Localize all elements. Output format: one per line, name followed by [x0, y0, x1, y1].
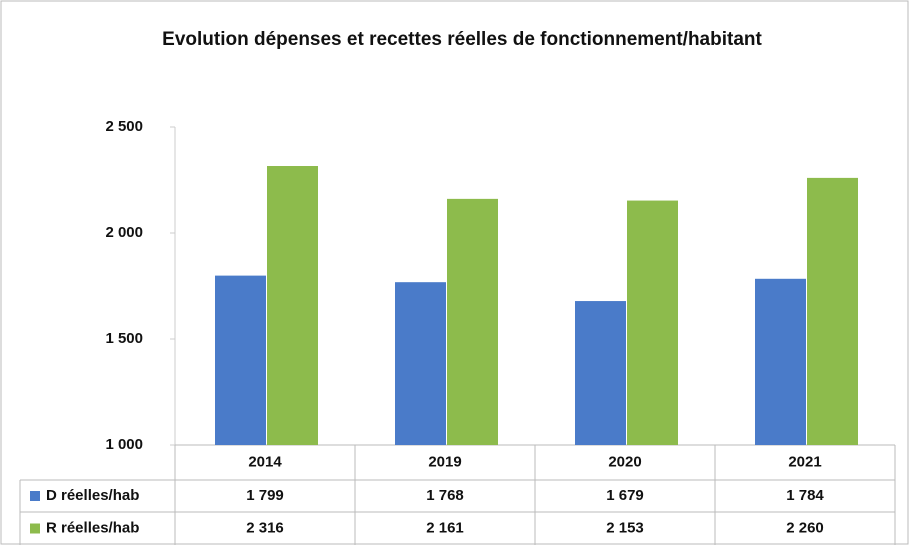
table-value: 2 153	[606, 519, 644, 536]
bar	[215, 275, 266, 445]
legend-label: D réelles/hab	[46, 487, 139, 504]
y-tick-label: 2 000	[105, 224, 143, 241]
bar	[627, 200, 678, 445]
bar	[267, 166, 318, 445]
table-value: 2 161	[426, 519, 464, 536]
table-value: 2 260	[786, 519, 824, 536]
bar	[755, 278, 806, 445]
bar	[807, 177, 858, 445]
legend-key	[30, 523, 40, 534]
chart-title: Evolution dépenses et recettes réelles d…	[162, 29, 762, 50]
bar	[447, 198, 498, 445]
x-tick-label: 2014	[248, 453, 282, 470]
bar	[575, 301, 626, 445]
x-tick-label: 2020	[608, 453, 641, 470]
legend-key	[30, 491, 40, 501]
y-tick-label: 1 000	[105, 436, 143, 453]
table-value: 1 784	[786, 487, 824, 504]
table-value: 1 799	[246, 487, 284, 504]
table-value: 2 316	[246, 519, 284, 536]
bar	[395, 282, 446, 445]
table-value: 1 679	[606, 487, 644, 504]
y-tick-label: 2 500	[105, 118, 143, 135]
x-tick-label: 2021	[788, 453, 821, 470]
table-value: 1 768	[426, 487, 464, 504]
legend-label: R réelles/hab	[46, 519, 139, 536]
x-tick-label: 2019	[428, 453, 461, 470]
y-tick-label: 1 500	[105, 330, 143, 347]
